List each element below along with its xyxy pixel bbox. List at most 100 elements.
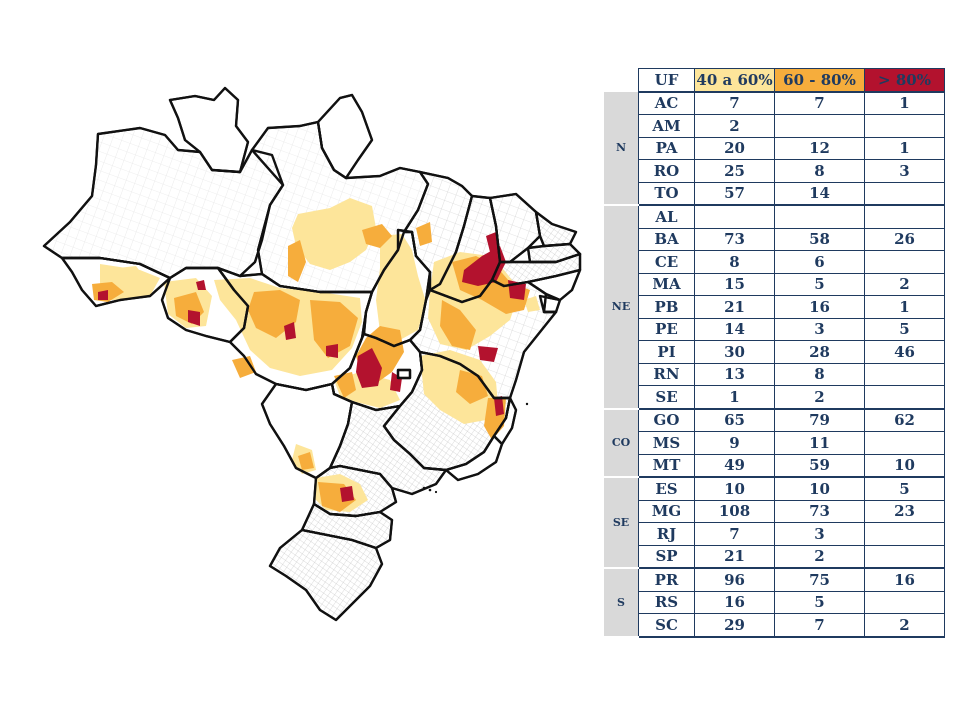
count-60-80-cell: 7 <box>774 91 865 115</box>
count-40-60-cell: 30 <box>694 340 775 364</box>
table-row: MA 15 5 2 <box>604 273 945 296</box>
uf-cell: MS <box>638 431 695 455</box>
region-label: N <box>604 91 639 206</box>
header-40-60: 40 a 60% <box>694 68 775 93</box>
count-80-plus-cell <box>864 591 945 614</box>
uf-cell: GO <box>638 408 695 432</box>
region-header-blank <box>604 69 639 92</box>
count-40-60-cell: 20 <box>694 137 775 160</box>
count-60-80-cell: 8 <box>774 363 865 386</box>
count-40-60-cell: 14 <box>694 318 775 341</box>
table-row: SC 29 7 2 <box>604 613 945 638</box>
count-40-60-cell <box>694 205 775 229</box>
count-80-plus-cell <box>864 250 945 274</box>
count-60-80-cell: 11 <box>774 431 865 455</box>
count-60-80-cell: 3 <box>774 318 865 341</box>
coastal-dots <box>422 402 529 494</box>
count-80-plus-cell: 16 <box>864 568 945 592</box>
table-row: SP 21 2 <box>604 545 945 569</box>
table-body: N AC 7 7 1 AM 2 PA 20 12 1 RO 25 8 3 TO 57 14 NE AL BA 73 58 26… <box>604 91 945 638</box>
count-40-60-cell: 7 <box>694 91 775 115</box>
header-80-plus: > 80% <box>864 68 945 93</box>
uf-cell: MG <box>638 500 695 523</box>
uf-cell: PA <box>638 137 695 160</box>
count-40-60-cell: 8 <box>694 250 775 274</box>
count-60-80-cell: 58 <box>774 228 865 251</box>
count-60-80-cell: 12 <box>774 137 865 160</box>
count-60-80-cell: 3 <box>774 522 865 546</box>
uf-cell: SE <box>638 385 695 410</box>
count-80-plus-cell <box>864 431 945 455</box>
table-row: PB 21 16 1 <box>604 295 945 319</box>
count-40-60-cell: 2 <box>694 114 775 138</box>
count-80-plus-cell: 5 <box>864 318 945 341</box>
count-80-plus-cell <box>864 363 945 386</box>
count-40-60-cell: 96 <box>694 568 775 592</box>
count-60-80-cell: 16 <box>774 295 865 319</box>
uf-cell: RO <box>638 159 695 183</box>
header-60-80: 60 - 80% <box>774 68 865 93</box>
uf-cell: PE <box>638 318 695 341</box>
table-row: RN 13 8 <box>604 363 945 386</box>
uf-cell: AM <box>638 114 695 138</box>
table-row: BA 73 58 26 <box>604 228 945 251</box>
table-row: AM 2 <box>604 114 945 138</box>
uf-count-table: UF 40 a 60% 60 - 80% > 80% N AC 7 7 1 AM 2 PA 20… <box>604 68 945 638</box>
table-row: RS 16 5 <box>604 591 945 614</box>
table-row: MS 9 11 <box>604 431 945 455</box>
count-80-plus-cell: 46 <box>864 340 945 364</box>
table-row: MT 49 59 10 <box>604 454 945 478</box>
count-60-80-cell: 59 <box>774 454 865 478</box>
count-80-plus-cell <box>864 545 945 569</box>
table-row: N AC 7 7 1 <box>604 91 945 206</box>
count-60-80-cell: 73 <box>774 500 865 523</box>
count-60-80-cell: 28 <box>774 340 865 364</box>
count-80-plus-cell: 1 <box>864 137 945 160</box>
count-80-plus-cell <box>864 385 945 410</box>
count-60-80-cell: 2 <box>774 385 865 410</box>
count-40-60-cell: 9 <box>694 431 775 455</box>
table-row: PI 30 28 46 <box>604 340 945 364</box>
uf-cell: ES <box>638 477 695 501</box>
table-row: CE 8 6 <box>604 250 945 274</box>
brazil-map-svg <box>42 86 582 622</box>
count-80-plus-cell <box>864 182 945 206</box>
count-40-60-cell: 21 <box>694 545 775 569</box>
count-40-60-cell: 65 <box>694 408 775 432</box>
uf-cell: PB <box>638 295 695 319</box>
uf-cell: BA <box>638 228 695 251</box>
count-40-60-cell: 13 <box>694 363 775 386</box>
count-80-plus-cell <box>864 522 945 546</box>
header-uf: UF <box>638 68 695 93</box>
count-80-plus-cell: 1 <box>864 295 945 319</box>
table-row: SE ES 10 10 5 <box>604 477 945 569</box>
count-80-plus-cell: 23 <box>864 500 945 523</box>
uf-cell: MA <box>638 273 695 296</box>
count-60-80-cell: 8 <box>774 159 865 183</box>
count-80-plus-cell: 10 <box>864 454 945 478</box>
count-40-60-cell: 73 <box>694 228 775 251</box>
count-40-60-cell: 49 <box>694 454 775 478</box>
uf-cell: SC <box>638 613 695 638</box>
count-80-plus-cell: 26 <box>864 228 945 251</box>
count-80-plus-cell: 5 <box>864 477 945 501</box>
count-60-80-cell: 6 <box>774 250 865 274</box>
table-row: SE 1 2 <box>604 385 945 410</box>
count-80-plus-cell: 2 <box>864 613 945 638</box>
count-80-plus-cell: 3 <box>864 159 945 183</box>
count-60-80-cell: 2 <box>774 545 865 569</box>
table-row: CO GO 65 79 62 <box>604 408 945 478</box>
uf-cell: AC <box>638 91 695 115</box>
count-40-60-cell: 57 <box>694 182 775 206</box>
state-borders <box>42 86 582 622</box>
table-row: PA 20 12 1 <box>604 137 945 160</box>
count-40-60-cell: 10 <box>694 477 775 501</box>
uf-cell: MT <box>638 454 695 478</box>
uf-cell: TO <box>638 182 695 206</box>
count-60-80-cell <box>774 114 865 138</box>
count-80-plus-cell: 1 <box>864 91 945 115</box>
region-label: CO <box>604 408 639 478</box>
uf-cell: RN <box>638 363 695 386</box>
uf-cell: RJ <box>638 522 695 546</box>
uf-cell: SP <box>638 545 695 569</box>
